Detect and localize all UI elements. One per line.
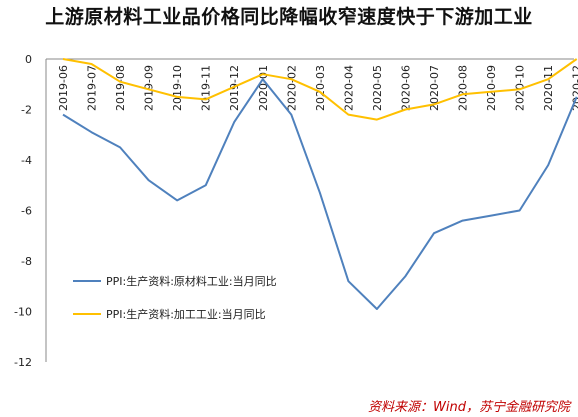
x-tick-label: 2019-06 [57, 65, 70, 111]
x-tick-label: 2019-07 [86, 65, 99, 111]
legend-label-2: PPI:生产资料:加工工业:当月同比 [106, 307, 266, 321]
x-tick-label: 2020-03 [314, 65, 327, 111]
y-tick-label: 0 [25, 53, 32, 66]
y-tick-label: -8 [21, 255, 32, 268]
series-lines [62, 58, 578, 310]
x-axis-ticks: 2019-06 2019-07 2019-08 2019-09 2019-10 2019-… [57, 65, 578, 111]
x-tick-label: 2019-10 [171, 65, 184, 111]
source-note: 资料来源：Wind，苏宁金融研究院 [368, 400, 570, 415]
y-tick-label: -12 [14, 356, 32, 369]
series-line-2 [62, 58, 578, 121]
x-tick-label: 2020-01 [257, 65, 270, 111]
y-tick-label: -2 [21, 104, 32, 117]
legend-label-1: PPI:生产资料:原材料工业:当月同比 [106, 274, 277, 288]
x-tick-label: 2020-08 [457, 65, 470, 111]
x-tick-label: 2020-06 [399, 65, 412, 111]
x-tick-label: 2019-09 [143, 65, 156, 111]
x-tick-label: 2020-04 [342, 65, 355, 111]
y-axis-ticks: 0 -2 -4 -6 -8 -10 -12 [14, 53, 32, 369]
axes [45, 58, 574, 362]
x-tick-label: 2020-11 [542, 65, 555, 111]
x-tick-label: 2020-10 [514, 65, 527, 111]
x-tick-label: 2020-05 [371, 65, 384, 111]
y-tick-label: -6 [21, 205, 32, 218]
series-line-1 [62, 78, 578, 310]
x-tick-label: 2020-07 [428, 65, 441, 111]
chart-title: 上游原材料工业品价格同比降幅收窄速度快于下游加工业 [45, 6, 533, 28]
x-tick-label: 2020-02 [285, 65, 298, 111]
legend: PPI:生产资料:原材料工业:当月同比 PPI:生产资料:加工工业:当月同比 [73, 274, 277, 321]
x-tick-label: 2020-12 [571, 65, 578, 111]
y-tick-label: -4 [21, 154, 32, 167]
y-tick-label: -10 [14, 306, 32, 319]
x-tick-label: 2019-12 [228, 65, 241, 111]
x-tick-label: 2020-09 [485, 65, 498, 111]
x-tick-label: 2019-08 [114, 65, 127, 111]
x-tick-label: 2019-11 [200, 65, 213, 111]
